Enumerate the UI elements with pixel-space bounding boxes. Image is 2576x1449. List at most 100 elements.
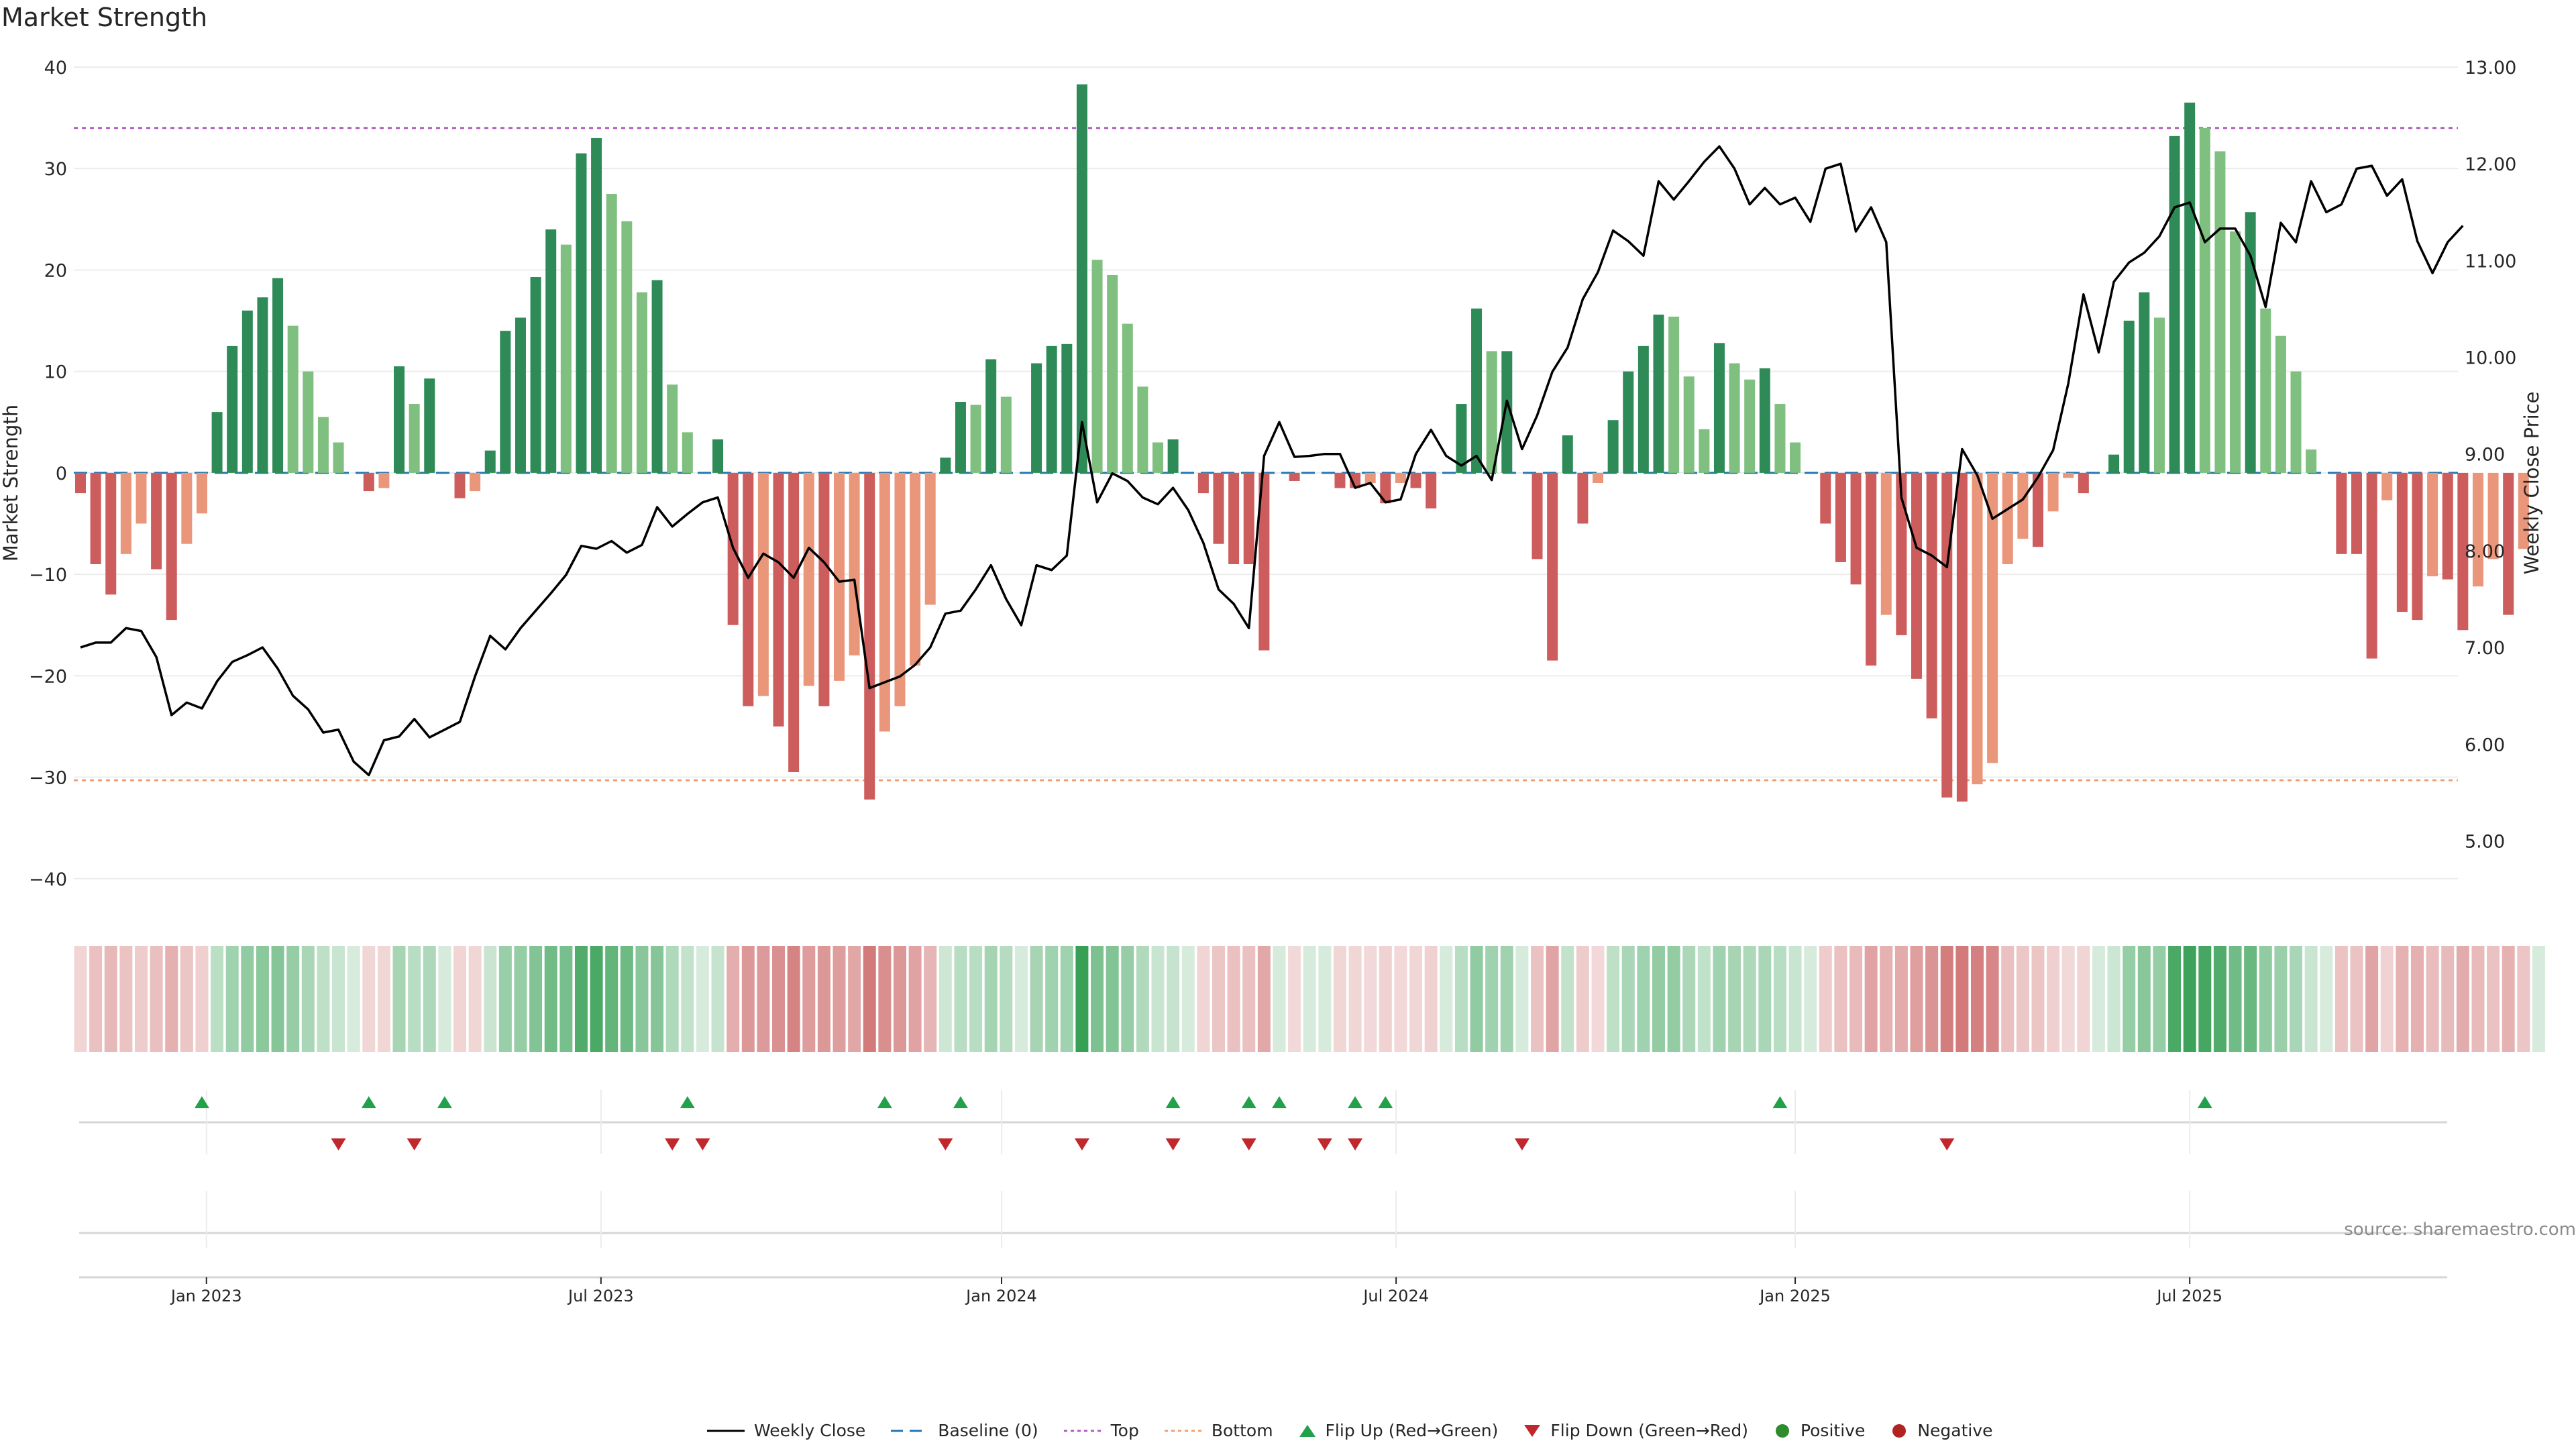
heat-cell bbox=[119, 946, 133, 1052]
strength-bar bbox=[757, 472, 769, 696]
heat-cell bbox=[2153, 946, 2166, 1052]
legend-label: Flip Up (Red→Green) bbox=[1325, 1421, 1499, 1440]
heat-cell bbox=[211, 946, 224, 1052]
heat-cell bbox=[544, 946, 557, 1052]
heat-cell bbox=[2456, 946, 2469, 1052]
heat-cell bbox=[468, 946, 482, 1052]
legend-label: Positive bbox=[1800, 1421, 1866, 1440]
heat-cell bbox=[1394, 946, 1407, 1052]
strength-bar bbox=[2047, 472, 2059, 512]
strength-bar bbox=[181, 472, 193, 544]
heat-cell bbox=[2107, 946, 2121, 1052]
heat-cell bbox=[1333, 946, 1346, 1052]
heat-cell bbox=[362, 946, 376, 1052]
flip-down-marker bbox=[1939, 1138, 1955, 1150]
strength-bar bbox=[2503, 472, 2514, 615]
strength-bar bbox=[317, 417, 329, 473]
strength-bar bbox=[1167, 439, 1179, 473]
strength-bar bbox=[2184, 102, 2196, 473]
heat-cell bbox=[2350, 946, 2363, 1052]
strength-bar bbox=[1835, 472, 1846, 562]
strength-bar bbox=[1926, 472, 1937, 718]
y-tick-label: −20 bbox=[29, 666, 67, 687]
heat-cell bbox=[1212, 946, 1225, 1052]
heat-cell bbox=[1379, 946, 1392, 1052]
flip-up-marker bbox=[1772, 1096, 1788, 1108]
heat-cell bbox=[1075, 946, 1089, 1052]
heat-cell bbox=[1894, 946, 1908, 1052]
heat-cell bbox=[271, 946, 284, 1052]
strength-bar bbox=[409, 404, 420, 473]
y-axis-label: Market Strength bbox=[0, 405, 22, 561]
strength-bar bbox=[1213, 472, 1224, 544]
heat-cell bbox=[2380, 946, 2394, 1052]
heat-cell bbox=[620, 946, 633, 1052]
legend-label: Top bbox=[1110, 1421, 1139, 1440]
flip-up-marker bbox=[1241, 1096, 1256, 1108]
heat-cell bbox=[1758, 946, 1772, 1052]
heat-cell bbox=[590, 946, 603, 1052]
heat-cell bbox=[104, 946, 117, 1052]
legend-item-baseline: Baseline (0) bbox=[890, 1421, 1038, 1440]
x-tick-label: Jan 2025 bbox=[1758, 1287, 1831, 1305]
strength-bar bbox=[1380, 472, 1391, 504]
heat-cell bbox=[1424, 946, 1438, 1052]
y-tick-label: 30 bbox=[44, 159, 67, 180]
strength-bar bbox=[333, 442, 344, 473]
heat-cell bbox=[2123, 946, 2136, 1052]
y-tick-label: −40 bbox=[29, 869, 67, 890]
heat-cell bbox=[1242, 946, 1256, 1052]
flip-down-marker bbox=[331, 1138, 346, 1150]
y-tick-label: 20 bbox=[44, 260, 67, 281]
x-tick-label: Jul 2025 bbox=[2155, 1287, 2222, 1305]
strength-bar bbox=[1699, 429, 1710, 473]
legend-item-flip-down: Flip Down (Green→Red) bbox=[1522, 1421, 1748, 1440]
strength-bar bbox=[1076, 84, 1087, 473]
heat-cell bbox=[529, 946, 543, 1052]
strength-bar bbox=[1713, 343, 1725, 473]
strength-bar bbox=[2153, 317, 2165, 473]
heat-cell bbox=[301, 946, 315, 1052]
strength-bar bbox=[773, 472, 784, 727]
y2-tick-label: 13.00 bbox=[2465, 58, 2516, 78]
strength-bar bbox=[454, 472, 466, 498]
heat-cell bbox=[195, 946, 209, 1052]
strength-bar bbox=[1911, 472, 1923, 679]
heat-cell bbox=[1030, 946, 1043, 1052]
strength-bar bbox=[470, 472, 481, 492]
heat-cell bbox=[665, 946, 679, 1052]
heat-cell bbox=[165, 946, 178, 1052]
heat-cell bbox=[711, 946, 724, 1052]
heat-cell bbox=[2396, 946, 2409, 1052]
flip-down-marker bbox=[1348, 1138, 1363, 1150]
heat-cell bbox=[1515, 946, 1529, 1052]
strength-bar bbox=[2108, 454, 2120, 473]
strength-bar bbox=[1107, 275, 1118, 473]
strength-bar bbox=[2214, 151, 2226, 473]
strength-bar bbox=[2123, 321, 2135, 473]
strength-bar bbox=[1987, 472, 1998, 763]
heat-cell bbox=[317, 946, 330, 1052]
heat-cell bbox=[878, 946, 892, 1052]
heat-cell bbox=[2001, 946, 2015, 1052]
legend-label: Baseline (0) bbox=[938, 1421, 1038, 1440]
heat-cell bbox=[681, 946, 694, 1052]
heat-cell bbox=[408, 946, 421, 1052]
strength-bar bbox=[2139, 292, 2150, 473]
strength-bar bbox=[2260, 308, 2271, 473]
flip-up-marker bbox=[1378, 1096, 1393, 1108]
heat-cell bbox=[1955, 946, 1969, 1052]
strength-bar bbox=[120, 472, 131, 554]
heat-cell bbox=[1531, 946, 1544, 1052]
strength-bar bbox=[1744, 379, 1756, 473]
strength-bar bbox=[864, 472, 875, 800]
heat-cell bbox=[2229, 946, 2242, 1052]
heat-cell bbox=[347, 946, 360, 1052]
x-tick-label: Jul 2023 bbox=[567, 1287, 634, 1305]
heat-cell bbox=[1151, 946, 1165, 1052]
heat-cell bbox=[1167, 946, 1180, 1052]
strength-bar bbox=[576, 153, 587, 473]
heat-cell bbox=[1986, 946, 1999, 1052]
strength-bar bbox=[712, 439, 724, 473]
strength-bar bbox=[1152, 442, 1164, 473]
